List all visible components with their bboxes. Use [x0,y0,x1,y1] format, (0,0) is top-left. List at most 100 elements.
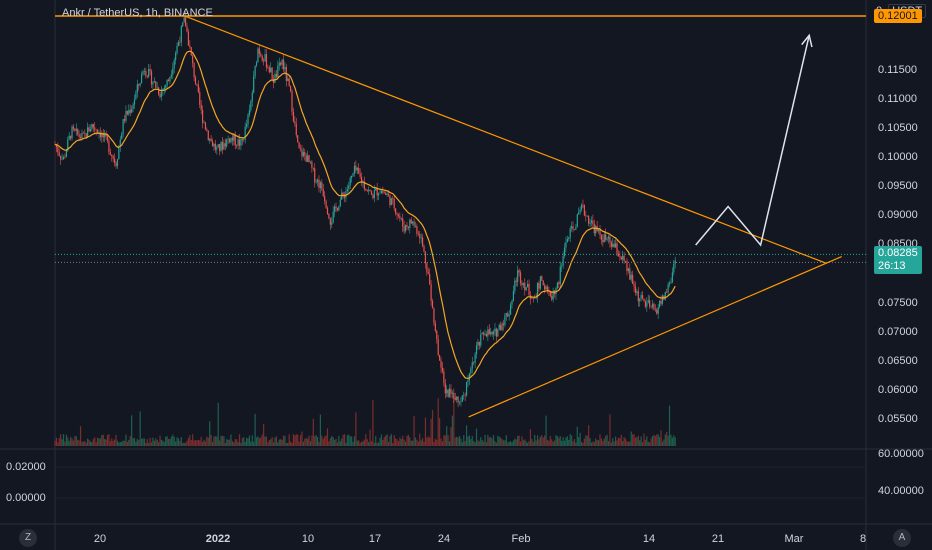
candle-body [541,276,543,281]
candle-body [671,272,673,283]
candle-body [245,124,248,127]
candle-body [177,42,180,46]
candle-body [234,134,236,146]
candle-body [267,67,269,69]
candle-body [275,73,278,78]
candle-body [615,243,617,248]
volume-bar [186,440,188,446]
volume-bar [199,440,201,446]
candle-body [118,146,120,160]
volume-bar [228,439,231,446]
volume-bar [522,440,524,446]
volume-bar [531,439,533,446]
volume-bar [527,442,529,446]
candle-body [504,315,506,325]
volume-bar [105,439,107,446]
volume-bar [245,437,248,446]
auto-scale-button[interactable]: A [893,529,911,547]
candle-body [166,79,168,86]
volume-bar [61,439,63,446]
candle-body [325,201,327,208]
volume-bar [565,437,567,446]
candle-body [68,135,70,140]
candle-body [613,243,615,248]
candle-body [70,135,72,139]
candle-body [409,219,411,228]
volume-bar [341,438,343,446]
volume-bar [595,438,597,446]
candle-body [312,168,314,169]
descending-trendline[interactable] [184,15,826,264]
volume-bar [609,414,611,446]
candle-body [121,134,123,140]
candle-body [572,226,574,230]
candle-body [250,101,252,110]
volume-bar [236,439,238,446]
candle-body [539,276,541,289]
candle-body [643,298,645,302]
volume-bar [463,435,465,446]
candle-body [280,62,282,65]
candle-body [140,74,143,84]
volume-bar [91,442,93,446]
candle-body [653,303,655,310]
candle-body [199,92,201,105]
candle-body [109,152,111,155]
volume-bar [515,439,517,446]
reset-zoom-button[interactable]: Z [19,529,37,547]
volume-bar [145,442,147,446]
volume-bar [248,435,251,446]
candle-body [433,308,435,324]
time-label: 8 [859,533,867,545]
candle-body [404,224,407,232]
candle-body [373,190,375,199]
candle-body [336,208,339,211]
symbol-title[interactable]: Ankr / TetherUS, 1h, BINANCE [62,7,213,19]
candle-body [356,168,358,171]
time-label: 14 [642,533,656,545]
candle-body [430,284,432,301]
candle-body [75,128,77,131]
candle-body [182,22,184,27]
candle-body [355,165,357,171]
volume-bar [200,436,202,446]
volume-bar [573,439,576,446]
projection-path[interactable] [695,35,810,247]
candle-body [155,81,157,88]
volume-bar [651,435,654,446]
price-label: 0.11500 [878,64,917,76]
candle-body [633,283,635,287]
volume-bar [87,438,89,446]
candle-body [241,139,243,141]
volume-bar [490,436,492,446]
volume-bar [138,439,140,446]
candle-body [387,193,390,195]
ascending-trendline[interactable] [468,256,842,418]
volume-bar [514,438,516,446]
candle-body [525,287,527,291]
volume-bar [294,435,296,446]
candle-body [377,193,380,196]
volume-bar [568,439,570,446]
candle-body [295,123,297,136]
candle-body [592,220,594,225]
volume-bar [659,437,661,446]
candle-body [641,295,644,299]
candle-body [664,292,666,300]
volume-bar [583,438,585,446]
volume-bar [74,436,76,446]
volume-bar [436,439,438,446]
indicator-left-label: 0.02000 [6,461,46,473]
volume-bar [431,409,434,446]
candle-body [382,190,384,193]
volume-bar [375,436,377,446]
candle-body [368,189,370,191]
volume-bar [379,437,381,446]
volume-bar [220,435,222,446]
volume-bar [352,441,354,446]
candle-body [189,45,191,48]
volume-bar [612,438,614,446]
candle-body [647,300,649,303]
candle-body [412,221,414,224]
